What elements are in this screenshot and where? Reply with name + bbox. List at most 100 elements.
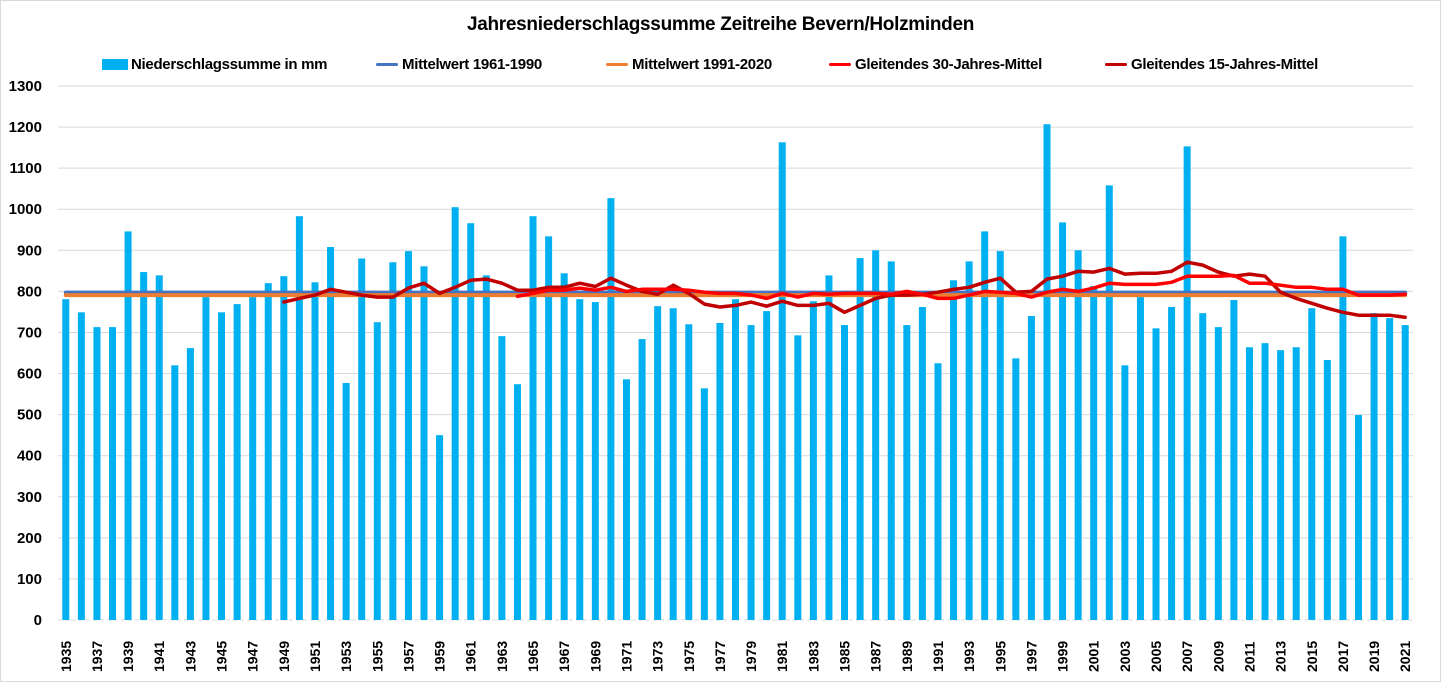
bar-1937 [93,327,101,620]
bar-2012 [1261,343,1269,620]
x-tick-label: 1957 [400,641,416,672]
y-tick-label: 400 [17,448,42,465]
legend-item-mittel-1991-2020: Mittelwert 1991-2020 [606,56,772,73]
x-tick-label: 1941 [151,641,167,672]
bar-1944 [202,297,210,620]
y-tick-label: 0 [34,612,42,629]
y-tick-label: 300 [17,489,42,506]
x-tick-label: 2017 [1335,641,1351,672]
x-tick-label: 1979 [743,641,759,672]
bar-1943 [186,348,194,620]
x-tick-label: 1975 [681,641,697,672]
x-tick-label: 2021 [1397,641,1413,672]
x-tick-label: 1983 [805,641,821,672]
legend-swatch-line [606,63,628,66]
bar-1972 [638,339,646,620]
bar-1994 [981,231,989,621]
bar-2016 [1323,359,1331,620]
x-tick-label: 1981 [774,641,790,672]
legend-label: Mittelwert 1991-2020 [632,56,772,73]
x-tick-label: 1939 [120,641,136,672]
bar-1969 [591,302,599,620]
bar-1990 [918,306,926,620]
moving-average-30-line [515,273,1407,301]
x-tick-label: 1977 [712,641,728,672]
legend-swatch-line [829,63,851,66]
bar-1979 [747,325,755,620]
x-tick-label: 2019 [1366,641,1382,672]
legend-swatch-bar [102,59,128,70]
bar-1942 [171,365,179,620]
bar-2018 [1354,415,1362,620]
x-tick-label: 1997 [1023,641,1039,672]
legend-item-30-jahres-mittel: Gleitendes 30-Jahres-Mittel [829,56,1042,73]
bar-2020 [1386,318,1394,620]
x-tick-label: 2005 [1148,641,1164,672]
bar-1936 [77,312,85,620]
bar-1991 [934,363,942,620]
y-tick-label: 900 [17,242,42,259]
legend-swatch-line [376,63,398,66]
bar-2017 [1339,236,1347,620]
x-tick-label: 2003 [1117,641,1133,672]
x-tick-label: 1963 [494,641,510,672]
y-tick-label: 1300 [9,78,42,95]
bar-2002 [1105,185,1113,620]
x-tick-label: 2015 [1304,641,1320,672]
bar-1985 [841,325,849,620]
bar-2006 [1168,306,1176,620]
chart-title: Jahresniederschlagssumme Zeitreihe Bever… [466,14,975,35]
bar-2019 [1370,313,1378,620]
bar-1974 [669,308,677,620]
x-tick-label: 1949 [276,641,292,672]
bar-1976 [700,388,708,620]
bar-1938 [109,327,117,620]
bar-1955 [373,322,381,620]
moving-average-15-line [282,260,1407,320]
y-tick-label: 1100 [9,160,42,177]
x-tick-label: 2007 [1179,641,1195,672]
x-tick-label: 1965 [525,641,541,672]
x-tick-label: 1995 [992,641,1008,672]
bar-1963 [498,336,506,620]
bar-1992 [950,280,958,620]
bar-2014 [1292,347,1300,620]
y-tick-label: 200 [17,530,42,547]
x-tick-label: 1971 [618,641,634,672]
legend-label: Niederschlagssumme in mm [131,56,328,73]
y-tick-label: 100 [17,571,42,588]
bar-1999 [1059,222,1067,621]
bar-1975 [685,324,693,620]
legend-label: Gleitendes 30-Jahres-Mittel [855,56,1042,73]
bar-1954 [358,258,366,620]
bar-1998 [1043,124,1051,620]
bar-2001 [1090,286,1098,620]
bar-1946 [233,304,241,620]
bar-1958 [420,266,428,620]
bar-1987 [872,250,880,621]
x-tick-label: 1989 [899,641,915,672]
bar-1950 [295,216,303,620]
bar-2010 [1230,300,1238,620]
bar-2007 [1183,146,1191,621]
bar-2015 [1308,308,1316,620]
y-tick-label: 600 [17,366,42,383]
y-tick-label: 1000 [9,201,42,218]
bar-1993 [965,261,973,620]
bar-1995 [996,251,1004,621]
y-tick-label: 500 [17,407,42,424]
legend-item-mittel-1961-1990: Mittelwert 1961-1990 [376,56,542,73]
bar-2005 [1152,328,1160,620]
y-tick-label: 1200 [9,119,42,136]
legend-item-niederschlag: Niederschlagssumme in mm [102,56,328,73]
bar-1948 [264,283,272,620]
bar-1951 [311,282,319,620]
bar-1956 [389,262,397,620]
legend: Niederschlagssumme in mm Mittelwert 1961… [0,56,1441,76]
legend-item-15-jahres-mittel: Gleitendes 15-Jahres-Mittel [1105,56,1318,73]
x-tick-label: 2001 [1086,641,1102,672]
x-tick-label: 1935 [58,641,74,672]
bar-2008 [1199,313,1207,620]
bar-2011 [1245,347,1253,620]
